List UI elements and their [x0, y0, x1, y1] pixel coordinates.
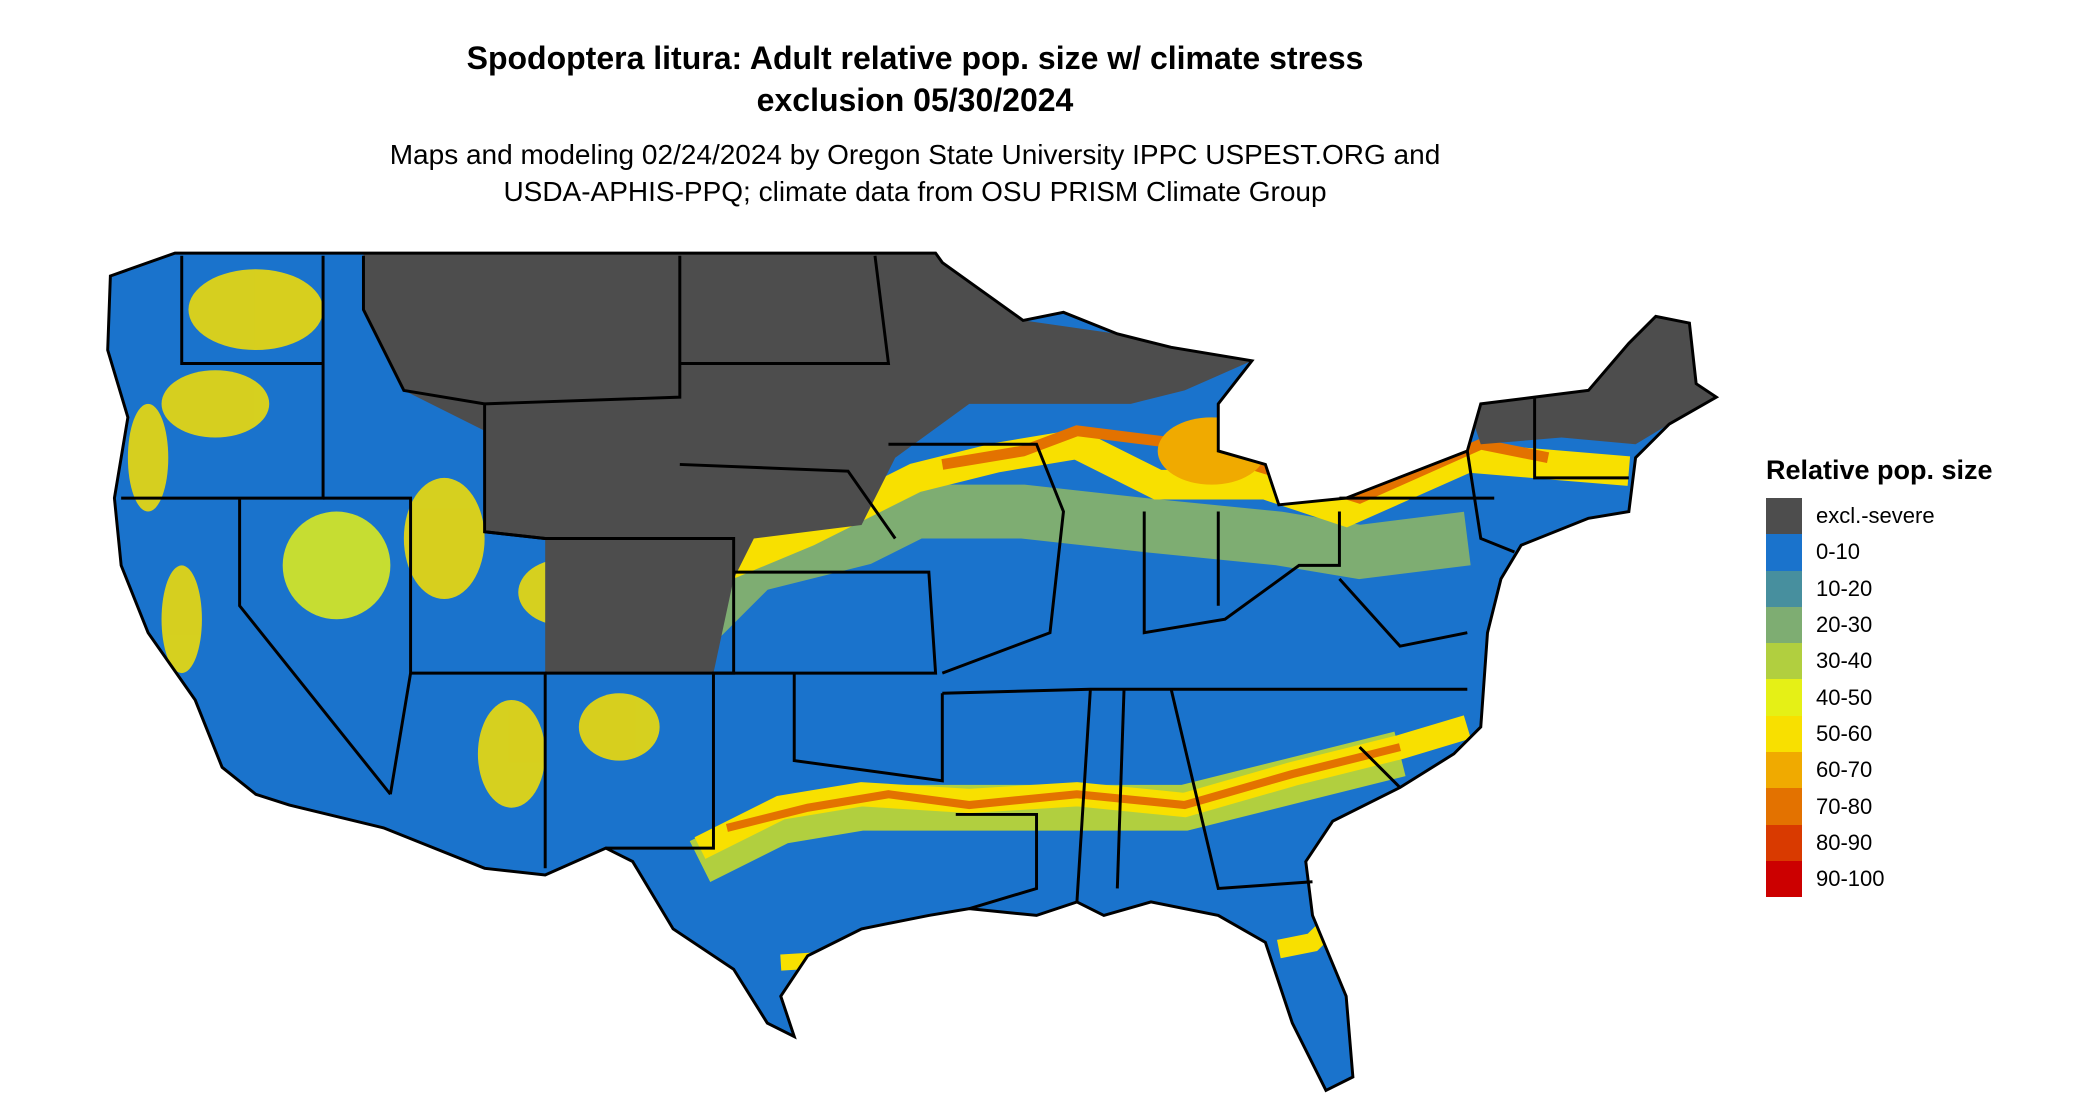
- legend-item: excl.-severe: [1766, 498, 1993, 535]
- map-title: Spodoptera litura: Adult relative pop. s…: [466, 40, 1364, 76]
- legend: Relative pop. size excl.-severe 0-10 10-20…: [1766, 455, 1993, 898]
- region-excl-severe-northeast: [1467, 302, 1717, 445]
- legend-item: 90-100: [1766, 860, 1993, 898]
- southern-band-peak: [725, 743, 1401, 832]
- legend-item: 0-10: [1766, 534, 1993, 571]
- michigan-hotspot: [1157, 417, 1266, 485]
- legend-label: 50-60: [1816, 720, 1873, 746]
- legend-label: 90-100: [1816, 866, 1885, 892]
- legend-label: 0-10: [1816, 539, 1861, 565]
- legend-swatch: [1766, 606, 1802, 644]
- map-title-line2: exclusion 05/30/2024: [756, 82, 1074, 118]
- legend-label: 10-20: [1816, 575, 1873, 601]
- region-excl-severe-north: [363, 253, 1252, 674]
- legend-item: 70-80: [1766, 788, 1993, 825]
- legend-label: 40-50: [1816, 684, 1873, 710]
- legend-label: 80-90: [1816, 829, 1873, 855]
- legend-title: Relative pop. size: [1766, 455, 1993, 485]
- legend-swatch: [1766, 679, 1802, 716]
- legend-swatch: [1766, 824, 1802, 861]
- legend-item: 30-40: [1766, 643, 1993, 680]
- state-borders: [106, 251, 1718, 1092]
- legend-label: 20-30: [1816, 612, 1873, 638]
- legend-label: 30-40: [1816, 648, 1873, 674]
- legend-swatch: [1766, 752, 1802, 789]
- legend-label: 60-70: [1816, 757, 1873, 783]
- legend-swatch: [1766, 498, 1802, 535]
- map-subtitle: Maps and modeling 02/24/2024 by Oregon S…: [389, 139, 1441, 170]
- legend-swatch: [1766, 715, 1802, 753]
- legend-item: 20-30: [1766, 606, 1993, 644]
- northern-band-low: [680, 484, 1471, 639]
- legend-swatch: [1766, 570, 1802, 607]
- legend-label: excl.-severe: [1816, 503, 1935, 529]
- legend-swatch: [1766, 534, 1802, 571]
- map-subtitle-line2: USDA-APHIS-PPQ; climate data from OSU PR…: [503, 176, 1327, 207]
- texas-coast-band: [780, 950, 891, 975]
- northern-band-high: [721, 428, 1631, 580]
- legend-item: 80-90: [1766, 824, 1993, 861]
- legend-swatch: [1766, 643, 1802, 680]
- legend-swatch: [1766, 788, 1802, 825]
- legend-label: 70-80: [1816, 793, 1873, 819]
- legend-item: 60-70: [1766, 752, 1993, 789]
- legend-swatch: [1766, 860, 1802, 898]
- legend-item: 50-60: [1766, 715, 1993, 753]
- legend-item: 10-20: [1766, 570, 1993, 607]
- legend-item: 40-50: [1766, 679, 1993, 716]
